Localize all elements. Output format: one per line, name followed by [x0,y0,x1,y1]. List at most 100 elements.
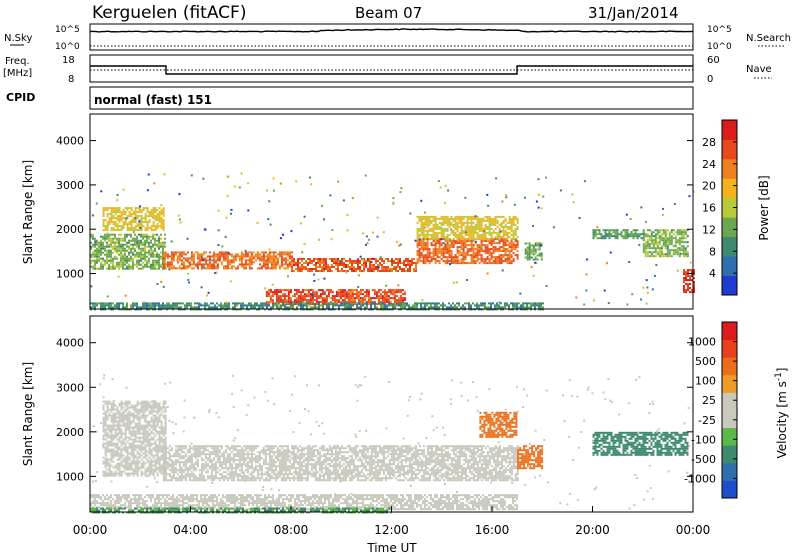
data-cell [98,241,100,244]
data-cell [373,301,376,304]
data-cell [278,267,281,270]
data-cell [136,470,139,473]
data-cell [434,244,437,247]
data-cell [146,306,148,309]
data-cell [314,306,316,309]
data-cell [351,264,353,266]
data-cell [158,245,160,248]
data-cell [184,306,186,309]
data-cell [496,262,499,265]
data-cell [132,448,135,451]
data-cell [132,231,135,234]
data-cell [162,213,165,216]
data-cell [476,217,479,220]
data-cell [494,248,497,251]
data-cell [152,448,155,451]
data-cell [387,268,389,270]
data-cell [337,301,340,304]
data-cell [689,283,691,286]
data-cell [106,235,108,238]
data-cell [136,426,139,429]
data-cell [116,450,119,453]
data-cell [158,257,160,260]
data-cell [540,254,543,257]
data-cell [369,297,372,300]
data-cell [112,217,115,220]
data-cell [170,267,173,270]
data-cell [128,446,131,449]
data-cell [287,297,290,300]
data-cell [95,202,98,205]
data-cell [192,261,195,264]
data-cell [184,267,187,270]
data-cell [110,265,112,268]
data-cell [424,217,427,220]
data-cell [153,182,156,185]
data-cell [661,214,664,216]
data-cell [500,260,503,263]
data-cell [414,302,416,305]
data-cell [666,239,669,242]
data-cell [349,268,351,270]
data-cell [650,237,653,240]
data-cell [375,293,378,296]
data-cell [508,217,511,220]
data-cell [104,402,107,405]
data-cell [230,259,233,262]
data-cell [98,255,100,258]
data-cell [488,248,491,251]
data-cell [176,302,178,305]
data-cell [684,231,687,234]
data-cell [280,265,283,268]
data-cell [409,270,411,272]
data-cell [428,223,431,226]
data-cell [353,297,356,300]
data-cell [351,301,354,304]
data-cell [162,219,165,222]
data-cell [498,258,501,261]
data-cell [682,233,685,236]
data-cell [526,304,528,307]
data-cell [92,235,94,238]
data-cell [438,302,440,305]
data-cell [158,261,160,264]
data-cell [312,306,314,309]
data-cell [687,287,689,290]
colorbar-tick-label: 12 [702,223,716,236]
data-cell [228,263,231,266]
data-cell [116,241,118,244]
data-cell [156,251,158,254]
data-cell [234,259,237,262]
data-cell [432,229,435,232]
data-cell [128,422,131,425]
data-cell [297,291,300,294]
data-cell [160,306,162,309]
data-cell [682,249,685,252]
data-cell [150,225,153,228]
data-cell [542,306,544,309]
data-cell [642,251,645,254]
colorbar-swatch [722,178,737,199]
data-cell [674,253,677,256]
data-cell [132,304,134,307]
data-cell [136,229,139,232]
data-cell [216,259,219,262]
data-cell [468,237,471,240]
data-cell [516,302,518,305]
data-cell [112,267,114,270]
data-cell [357,286,360,289]
data-cell [648,251,651,254]
data-cell [168,268,171,271]
data-cell [112,406,115,409]
data-cell [438,242,441,245]
data-cell [628,235,631,238]
data-cell [122,454,125,457]
data-cell [116,428,119,431]
data-cell [194,251,197,254]
data-cell [468,302,470,305]
data-cell [136,436,139,439]
data-cell [297,297,300,300]
data-cell [154,460,157,463]
data-cell [122,211,125,214]
data-cell [502,244,505,247]
